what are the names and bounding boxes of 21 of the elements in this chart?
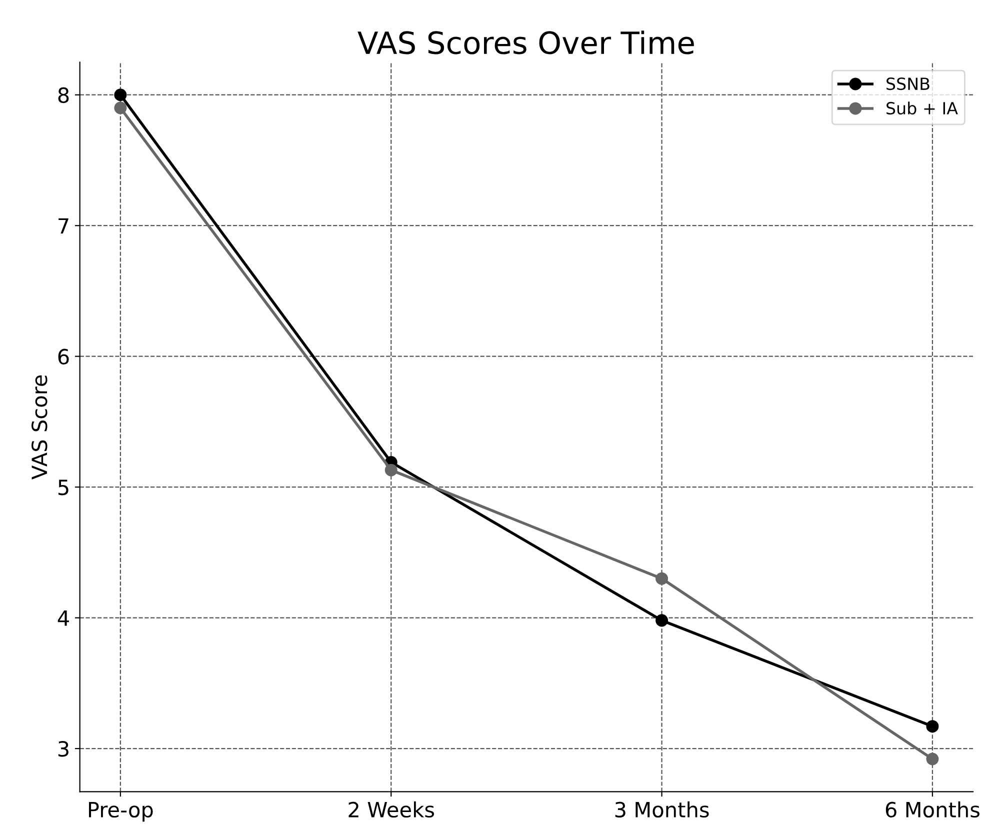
x-tick-label: 2 Weeks <box>348 801 434 818</box>
x-tick-label: Pre-op <box>88 802 153 822</box>
point <box>926 720 939 733</box>
legend-label: Sub + IA <box>886 102 958 115</box>
point <box>114 102 127 114</box>
legend-label: SSNB <box>886 77 930 90</box>
chart-title: VAS Scores Over Time <box>358 30 694 54</box>
y-tick-label: 8 <box>58 87 69 104</box>
x-tick-label: 3 Months <box>615 801 709 818</box>
point <box>656 614 668 627</box>
point <box>926 752 939 766</box>
y-tick-label: 6 <box>58 348 69 365</box>
point <box>656 572 668 585</box>
point <box>114 88 127 102</box>
y-tick-label: 7 <box>58 218 68 234</box>
y-tick-label: 5 <box>58 480 68 496</box>
y-axis-title: VAS Score <box>32 375 48 480</box>
x-tick-label: 6 Months <box>886 801 980 818</box>
y-tick-label: 4 <box>58 610 69 626</box>
y-tick-label: 3 <box>58 741 68 757</box>
point <box>384 464 398 476</box>
